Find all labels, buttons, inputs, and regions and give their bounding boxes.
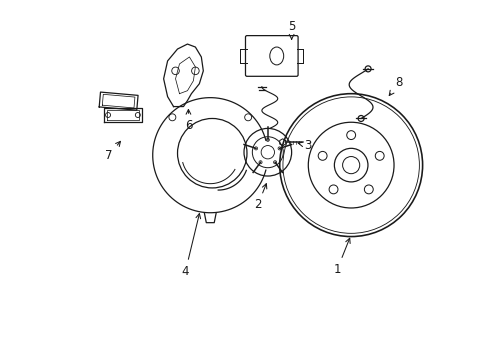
Text: 6: 6 (184, 109, 192, 132)
Text: 5: 5 (287, 20, 295, 39)
Text: 7: 7 (105, 141, 120, 162)
Text: 2: 2 (254, 184, 266, 211)
Text: 8: 8 (388, 76, 402, 95)
Text: 4: 4 (182, 213, 200, 278)
Text: 3: 3 (298, 139, 310, 152)
Text: 1: 1 (333, 238, 349, 276)
